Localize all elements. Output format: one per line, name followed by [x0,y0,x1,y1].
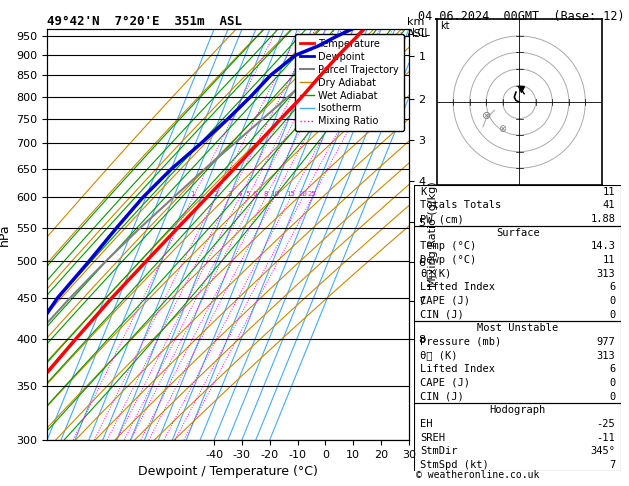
Text: Lifted Index: Lifted Index [420,364,495,374]
Text: 0: 0 [609,296,615,306]
Text: $\otimes$: $\otimes$ [498,123,508,134]
Text: Lifted Index: Lifted Index [420,282,495,292]
Text: -25: -25 [596,419,615,429]
Text: 11: 11 [603,187,615,197]
Text: Pressure (mb): Pressure (mb) [420,337,501,347]
Text: StmSpd (kt): StmSpd (kt) [420,460,489,470]
Text: 345°: 345° [590,446,615,456]
Text: 0: 0 [609,378,615,388]
Text: $\otimes$: $\otimes$ [481,109,491,121]
Text: LCL: LCL [409,28,430,38]
Text: CAPE (J): CAPE (J) [420,378,470,388]
Text: ASL: ASL [407,29,428,39]
X-axis label: Dewpoint / Temperature (°C): Dewpoint / Temperature (°C) [138,465,318,478]
Text: 04.06.2024  00GMT  (Base: 12): 04.06.2024 00GMT (Base: 12) [418,10,625,23]
Text: StmDir: StmDir [420,446,458,456]
Y-axis label: hPa: hPa [0,223,11,246]
Text: -11: -11 [596,433,615,443]
Text: 20: 20 [298,191,307,197]
Text: 25: 25 [308,191,317,197]
Y-axis label: Mixing Ratio (g/kg): Mixing Ratio (g/kg) [428,182,438,287]
Text: SREH: SREH [420,433,445,443]
Text: K: K [420,187,426,197]
Text: 11: 11 [603,255,615,265]
Text: EH: EH [420,419,433,429]
Text: 2: 2 [213,191,218,197]
Text: CIN (J): CIN (J) [420,310,464,320]
Text: © weatheronline.co.uk: © weatheronline.co.uk [416,470,540,480]
Text: Temp (°C): Temp (°C) [420,242,476,251]
Text: 0: 0 [609,310,615,320]
Text: 41: 41 [603,200,615,210]
Text: Hodograph: Hodograph [489,405,546,415]
Legend: Temperature, Dewpoint, Parcel Trajectory, Dry Adiabat, Wet Adiabat, Isotherm, Mi: Temperature, Dewpoint, Parcel Trajectory… [295,34,404,131]
Text: 313: 313 [596,269,615,278]
Text: Most Unstable: Most Unstable [477,323,559,333]
Text: 313: 313 [596,350,615,361]
Text: 1.88: 1.88 [590,214,615,224]
Text: 6: 6 [252,191,257,197]
Text: Totals Totals: Totals Totals [420,200,501,210]
Text: kt: kt [440,21,450,32]
Text: 3: 3 [227,191,231,197]
Text: 49°42'N  7°20'E  351m  ASL: 49°42'N 7°20'E 351m ASL [47,15,242,28]
Text: 7: 7 [609,460,615,470]
Text: 8: 8 [264,191,268,197]
Text: Surface: Surface [496,227,540,238]
Text: 10: 10 [270,191,279,197]
Text: θᴄ (K): θᴄ (K) [420,350,458,361]
Text: 15: 15 [286,191,295,197]
Text: km: km [407,17,425,27]
Text: Dewp (°C): Dewp (°C) [420,255,476,265]
Text: 5: 5 [245,191,250,197]
Text: 6: 6 [609,282,615,292]
Text: CAPE (J): CAPE (J) [420,296,470,306]
Text: PW (cm): PW (cm) [420,214,464,224]
Text: 977: 977 [596,337,615,347]
Text: θᴄ(K): θᴄ(K) [420,269,452,278]
Text: 14.3: 14.3 [590,242,615,251]
Text: 4: 4 [238,191,242,197]
Text: 1: 1 [191,191,195,197]
Text: 0: 0 [609,392,615,401]
Text: CIN (J): CIN (J) [420,392,464,401]
Text: 6: 6 [609,364,615,374]
